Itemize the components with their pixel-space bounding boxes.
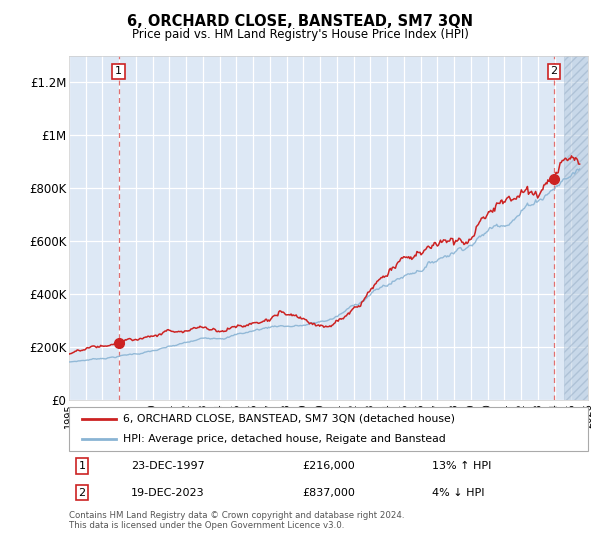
Text: 19-DEC-2023: 19-DEC-2023 [131, 488, 205, 497]
Text: £216,000: £216,000 [302, 461, 355, 471]
Text: 2: 2 [79, 488, 86, 497]
Bar [564, 56, 588, 400]
Text: 13% ↑ HPI: 13% ↑ HPI [432, 461, 491, 471]
Text: 4% ↓ HPI: 4% ↓ HPI [432, 488, 485, 497]
Text: HPI: Average price, detached house, Reigate and Banstead: HPI: Average price, detached house, Reig… [124, 434, 446, 444]
Text: 6, ORCHARD CLOSE, BANSTEAD, SM7 3QN (detached house): 6, ORCHARD CLOSE, BANSTEAD, SM7 3QN (det… [124, 414, 455, 424]
Text: Contains HM Land Registry data © Crown copyright and database right 2024.
This d: Contains HM Land Registry data © Crown c… [69, 511, 404, 530]
Text: 2: 2 [550, 67, 557, 77]
Text: Price paid vs. HM Land Registry's House Price Index (HPI): Price paid vs. HM Land Registry's House … [131, 28, 469, 41]
Text: 23-DEC-1997: 23-DEC-1997 [131, 461, 205, 471]
Text: 1: 1 [115, 67, 122, 77]
FancyBboxPatch shape [69, 407, 588, 451]
Text: £837,000: £837,000 [302, 488, 355, 497]
Text: 1: 1 [79, 461, 85, 471]
Text: 6, ORCHARD CLOSE, BANSTEAD, SM7 3QN: 6, ORCHARD CLOSE, BANSTEAD, SM7 3QN [127, 14, 473, 29]
